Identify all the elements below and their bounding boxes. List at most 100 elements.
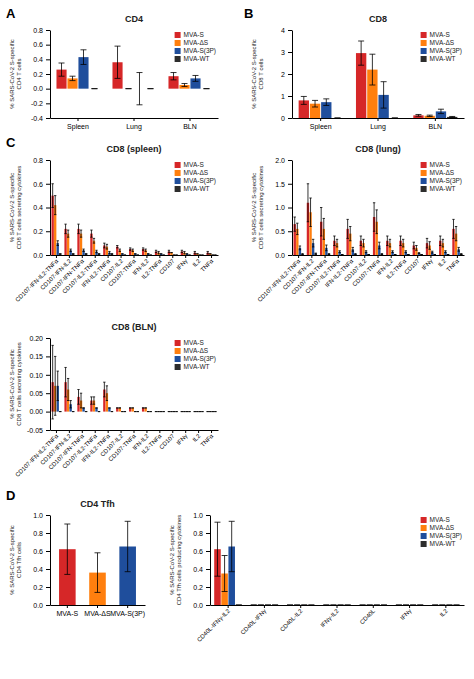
legend-swatch (175, 40, 181, 46)
bar (214, 255, 216, 256)
error-bar (119, 249, 121, 251)
error-bar (438, 109, 444, 113)
panel: -0.050.000.050.100.150.20CD107-IFN-IL2-T… (9, 322, 219, 478)
bar (396, 605, 403, 606)
error-bar (381, 253, 383, 255)
error-bar (72, 253, 74, 254)
error-bar (444, 251, 446, 253)
error-bar (170, 252, 172, 253)
tick-mark (46, 375, 50, 376)
tick-mark (46, 412, 50, 413)
tick: 0.05 (29, 390, 50, 397)
error-bar (345, 605, 351, 606)
legend-swatch (175, 348, 181, 354)
tick-mark (206, 587, 210, 588)
tick-label: 0.8 (33, 530, 43, 537)
bar (137, 255, 139, 256)
tick-label: 0.15 (29, 353, 43, 360)
error-bar (98, 411, 100, 412)
legend-label: MVA-S (430, 31, 451, 38)
error-bar (168, 250, 170, 252)
tick: 0.4 (33, 566, 50, 573)
error-bar (352, 247, 354, 251)
tick-mark (228, 605, 229, 608)
tick-mark (211, 255, 212, 258)
error-bar (82, 407, 84, 408)
tick-label: Lung (126, 123, 142, 131)
error-bar (320, 208, 322, 237)
tick: 0.0 (275, 252, 292, 259)
error-bar (171, 73, 177, 80)
error-bar (95, 407, 97, 408)
error-bar (396, 605, 402, 606)
tick-mark (430, 255, 431, 258)
bar (365, 252, 367, 255)
tick-mark (351, 255, 352, 258)
error-bar (108, 407, 110, 408)
tick: BLN (429, 118, 443, 130)
tick: BLN (183, 118, 197, 130)
y-axis-title-line: % SARS-CoV-2 S-specific (9, 39, 15, 109)
tick: TNFα (199, 255, 214, 273)
bar (328, 254, 330, 255)
tick-mark (67, 605, 68, 608)
bar (72, 411, 74, 412)
bar (59, 411, 61, 412)
legend-swatch (421, 517, 427, 523)
bar (407, 254, 409, 255)
tick: IL2-TNFα (385, 255, 408, 280)
bar (447, 117, 457, 118)
bar (308, 605, 315, 606)
y-axis-title-line: CD4 Tfh cells producing cytokines (176, 515, 182, 606)
error-bar (116, 246, 118, 248)
panel-label: C (6, 135, 16, 150)
error-bar (381, 82, 387, 108)
error-bar (111, 411, 113, 412)
bar (410, 605, 417, 606)
bar (162, 255, 164, 256)
legend-item: MVA-ΔS (421, 524, 455, 531)
tick: 0.6 (193, 548, 210, 555)
error-bar (346, 219, 348, 238)
error-bar (301, 605, 307, 606)
tick-mark (82, 255, 83, 258)
y-axis: 0.00.51.01.52.0 (275, 157, 292, 259)
error-bar (338, 251, 340, 253)
bar (170, 411, 172, 412)
y-axis: 01234 (281, 27, 292, 122)
tick: 0.0 (193, 602, 210, 609)
tick-label: MVA-S (57, 610, 79, 617)
legend-item: MVA-S (175, 161, 205, 168)
tick-label: Spleen (310, 123, 332, 131)
legend-item: MVA-S (175, 339, 205, 346)
bar (89, 88, 99, 89)
error-bar (323, 605, 329, 606)
error-bar (432, 605, 438, 606)
bar (418, 253, 420, 255)
tick-mark (391, 255, 392, 258)
bar (272, 605, 279, 606)
error-bar (301, 253, 303, 255)
y-axis-title: % SARS-CoV-2 S-specificCD4 Tfh cells pro… (169, 515, 182, 606)
error-bar (287, 605, 293, 606)
legend-label: MVA-S(3P) (430, 532, 462, 540)
tick: Spleen (310, 118, 332, 131)
y-axis-title-line: CD4 Tfh cells (16, 542, 22, 578)
legend: MVA-SMVA-ΔSMVA-S(3P)MVA-WT (421, 516, 462, 547)
tick-label: 0.2 (33, 584, 43, 591)
tick: IFNγ-IL2 (319, 605, 340, 628)
bar (132, 408, 134, 412)
bar (183, 411, 185, 412)
error-bar (144, 407, 146, 408)
error-bar (80, 393, 82, 408)
tick-mark (46, 356, 50, 357)
tick-label: 0.2 (33, 71, 43, 78)
tick-mark (288, 52, 292, 53)
bar (447, 254, 449, 255)
legend-label: MVA-S(3P) (184, 355, 216, 363)
error-bar (95, 553, 101, 593)
tick-mark (409, 605, 410, 608)
tick-mark (46, 393, 50, 394)
error-bar (72, 411, 74, 412)
bar (170, 253, 172, 255)
